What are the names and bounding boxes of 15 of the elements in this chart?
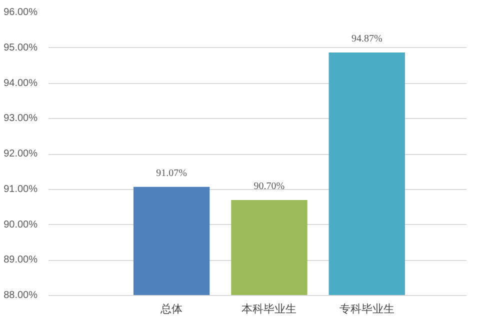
y-tick-label: 89.00% — [4, 254, 38, 266]
x-tick-label: 本科毕业生 — [242, 302, 297, 316]
y-tick-label: 93.00% — [4, 113, 38, 124]
y-tick-label: 95.00% — [4, 42, 38, 54]
data-label: 91.07% — [156, 168, 187, 179]
y-tick-label: 88.00% — [4, 290, 38, 301]
y-tick-label: 94.00% — [4, 78, 38, 89]
y-tick-label: 91.00% — [4, 184, 38, 195]
data-label: 94.87% — [351, 33, 382, 44]
x-tick-label: 总体 — [160, 302, 183, 316]
y-tick-label: 96.00% — [4, 7, 38, 18]
y-tick-label: 90.00% — [4, 219, 38, 230]
y-tick-label: 92.00% — [4, 148, 38, 160]
x-tick-label: 专科毕业生 — [339, 302, 394, 316]
data-label: 90.70% — [254, 180, 285, 192]
